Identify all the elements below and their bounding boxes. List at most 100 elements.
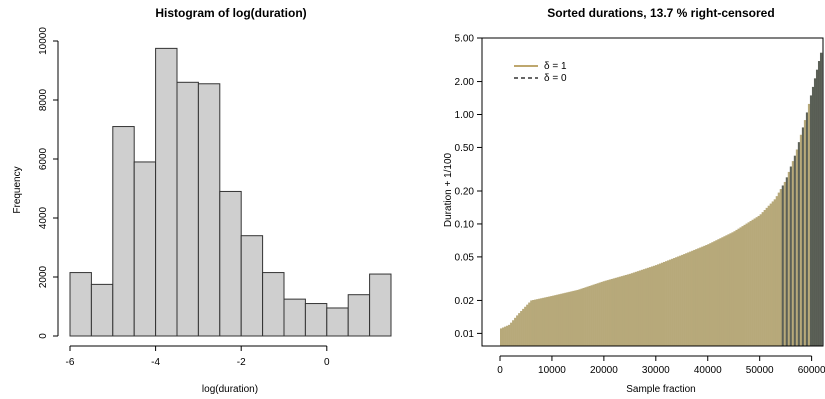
sorted-duration-stripes	[500, 52, 823, 347]
duration-stripe	[560, 293, 563, 346]
histogram-x-tick-label: -2	[237, 357, 246, 368]
duration-stripe	[745, 223, 748, 346]
duration-stripe	[717, 239, 720, 346]
duration-stripe	[705, 245, 708, 346]
duration-stripe	[574, 290, 577, 346]
histogram-x-axis-label: log(duration)	[202, 384, 258, 395]
duration-stripe	[518, 313, 521, 346]
histogram-x-tick-label: -6	[66, 357, 75, 368]
histogram-bar	[197, 83, 221, 337]
histogram-bar	[176, 81, 199, 337]
duration-stripe	[562, 293, 565, 346]
duration-stripe	[630, 273, 634, 346]
histogram-bar	[347, 294, 371, 337]
duration-stripe	[616, 277, 620, 346]
duration-stripe	[510, 322, 513, 346]
duration-stripe	[500, 328, 503, 346]
duration-stripe	[524, 306, 527, 346]
duration-stripe	[504, 326, 507, 346]
duration-stripe	[755, 217, 758, 346]
histogram-bar	[369, 273, 392, 337]
histogram-bar	[133, 161, 157, 337]
histogram-bar	[262, 272, 285, 337]
duration-stripe	[695, 249, 698, 346]
duration-stripe	[665, 261, 668, 346]
duration-stripe	[558, 294, 561, 346]
duration-stripe	[677, 256, 680, 346]
duration-stripe	[590, 285, 593, 346]
duration-stripe	[737, 228, 740, 346]
duration-stripe	[741, 226, 744, 346]
histogram-bar	[219, 190, 242, 337]
duration-stripe	[564, 292, 567, 346]
duration-stripe	[813, 78, 817, 346]
duration-stripe	[556, 294, 559, 346]
duration-stripe	[610, 278, 613, 346]
duration-stripe	[594, 283, 597, 346]
duration-stripe	[650, 266, 654, 346]
histogram-bar	[90, 283, 114, 337]
histogram-y-tick-label: 8000	[38, 88, 49, 111]
duration-stripe	[648, 267, 652, 346]
duration-stripe	[596, 283, 599, 346]
duration-stripe	[608, 279, 611, 346]
sorted-x-axis-label: Sample fraction	[626, 384, 695, 395]
histogram-bars	[69, 47, 392, 337]
histogram-y-tick-label: 10000	[38, 27, 49, 55]
duration-stripe	[626, 274, 630, 346]
duration-stripe	[640, 269, 644, 346]
duration-stripe	[548, 296, 551, 346]
duration-stripe	[719, 238, 722, 346]
sorted-y-axis-label: Duration + 1/100	[443, 152, 454, 227]
duration-stripe	[632, 272, 636, 346]
duration-stripe	[520, 311, 523, 346]
duration-stripe	[801, 127, 805, 346]
duration-stripe	[693, 249, 696, 346]
sorted-y-tick-label: 0.02	[455, 296, 475, 307]
histogram-y-tick-label: 2000	[38, 265, 49, 288]
duration-stripe	[701, 246, 704, 346]
sorted-x-tick-label: 10000	[538, 365, 566, 376]
duration-stripe	[679, 255, 682, 346]
duration-stripe	[512, 320, 515, 346]
duration-stripe	[588, 285, 591, 346]
duration-stripe	[767, 205, 770, 346]
duration-stripe	[502, 327, 505, 346]
duration-stripe	[699, 247, 702, 346]
duration-stripe	[721, 237, 724, 346]
duration-stripe	[612, 278, 616, 346]
duration-stripe	[554, 295, 557, 346]
histogram-bar	[304, 303, 328, 337]
duration-stripe	[731, 232, 734, 346]
duration-stripe	[572, 290, 575, 346]
histogram-y-tick-label: 0	[38, 333, 49, 339]
duration-stripe	[763, 210, 766, 346]
histogram-bar	[240, 235, 264, 337]
duration-stripe	[713, 241, 716, 346]
duration-stripe	[743, 224, 746, 346]
duration-stripe	[689, 251, 692, 346]
sorted-x-tick-label: 0	[497, 365, 503, 376]
legend-label-delta1: δ = 1	[544, 61, 567, 72]
duration-stripe	[759, 214, 762, 346]
duration-stripe	[580, 288, 583, 346]
duration-stripe	[646, 267, 650, 346]
histogram-y-tick-label: 6000	[38, 147, 49, 170]
duration-stripe	[628, 273, 632, 346]
duration-stripe	[618, 276, 622, 346]
duration-stripe	[638, 270, 642, 346]
duration-stripe	[809, 95, 813, 346]
duration-stripe	[522, 308, 525, 346]
sorted-y-tick-label: 0.50	[455, 143, 475, 154]
duration-stripe	[685, 253, 688, 346]
duration-stripe	[735, 229, 738, 346]
duration-stripe	[546, 296, 549, 346]
duration-stripe	[624, 274, 628, 346]
duration-stripe	[636, 271, 640, 346]
duration-stripe	[757, 215, 760, 346]
duration-stripe	[532, 300, 535, 346]
sorted-axes: 0 10000 20000 30000 40000 50000 60000 0.01 0.02 0…	[455, 34, 825, 377]
duration-stripe	[703, 245, 706, 346]
duration-stripe	[725, 235, 728, 346]
